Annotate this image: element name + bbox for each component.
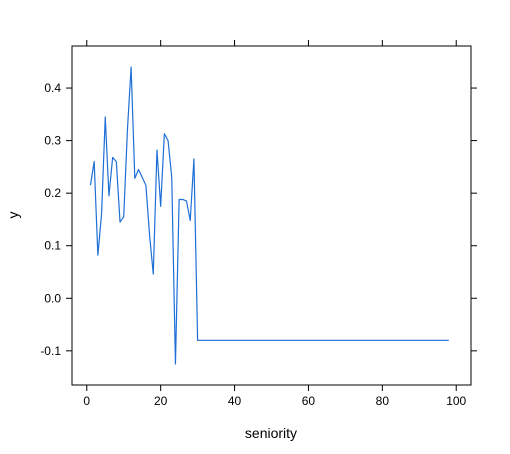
y-tick-label: 0.0 — [44, 291, 61, 305]
y-tick-label: 0.1 — [44, 239, 61, 253]
x-tick-label: 80 — [376, 394, 390, 408]
x-tick-label: 20 — [154, 394, 168, 408]
x-tick-label: 0 — [83, 394, 90, 408]
y-tick-label: 0.2 — [44, 186, 61, 200]
y-tick-label: -0.1 — [40, 344, 61, 358]
y-tick-label: 0.3 — [44, 134, 61, 148]
x-tick-label: 100 — [446, 394, 466, 408]
plot-frame — [71, 45, 472, 386]
y-tick-label: 0.4 — [44, 81, 61, 95]
tick-labels: 0 20 40 60 80 100 -0.1 0.0 0.1 0.2 0.3 0.4 — [40, 81, 466, 408]
x-tick-label: 60 — [302, 394, 316, 408]
series — [89, 66, 449, 365]
x-axis-title: seniority — [245, 425, 297, 441]
series-line — [89, 66, 449, 365]
x-tick-label: 40 — [228, 394, 242, 408]
ticks — [66, 40, 477, 391]
y-axis-title: y — [5, 212, 21, 219]
